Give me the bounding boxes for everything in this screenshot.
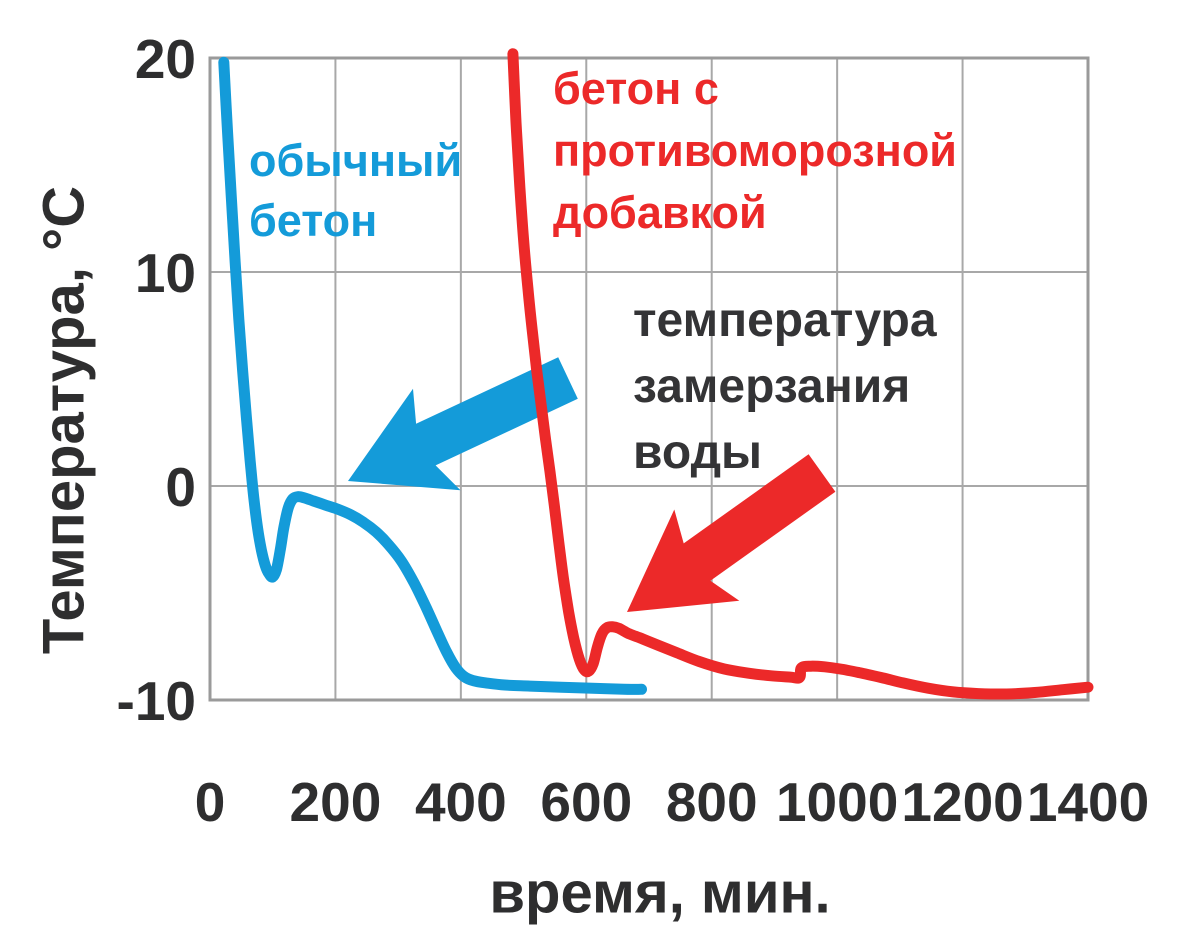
annotation-water-freezing-temperature: температура замерзания воды <box>633 294 937 479</box>
x-tick-label: 200 <box>290 771 382 833</box>
y-tick-label: 20 <box>135 28 196 90</box>
x-tick-label: 400 <box>415 771 507 833</box>
y-axis-title: Температура, °C <box>31 185 97 655</box>
y-tick-label: -10 <box>117 670 197 732</box>
blue-arrow <box>348 357 578 491</box>
x-tick-label: 1200 <box>901 771 1023 833</box>
x-tick-label: 0 <box>195 771 226 833</box>
y-tick-label: 0 <box>165 456 196 518</box>
x-tick-label: 800 <box>666 771 758 833</box>
x-tick-label: 1400 <box>1027 771 1149 833</box>
x-tick-label: 600 <box>540 771 632 833</box>
series-label-antifreeze-concrete: бетон с противоморозной добавкой <box>553 63 957 238</box>
series-line-ordinary-concrete <box>218 56 647 695</box>
red-arrow <box>627 454 836 612</box>
y-tick-label: 10 <box>135 242 196 304</box>
series-label-ordinary-concrete: обычный бетон <box>249 135 463 246</box>
series-line-antifreeze-concrete <box>507 48 1094 700</box>
plot-border <box>208 56 1090 702</box>
x-axis-title: время, мин. <box>489 860 831 926</box>
x-tick-label: 1000 <box>776 771 898 833</box>
